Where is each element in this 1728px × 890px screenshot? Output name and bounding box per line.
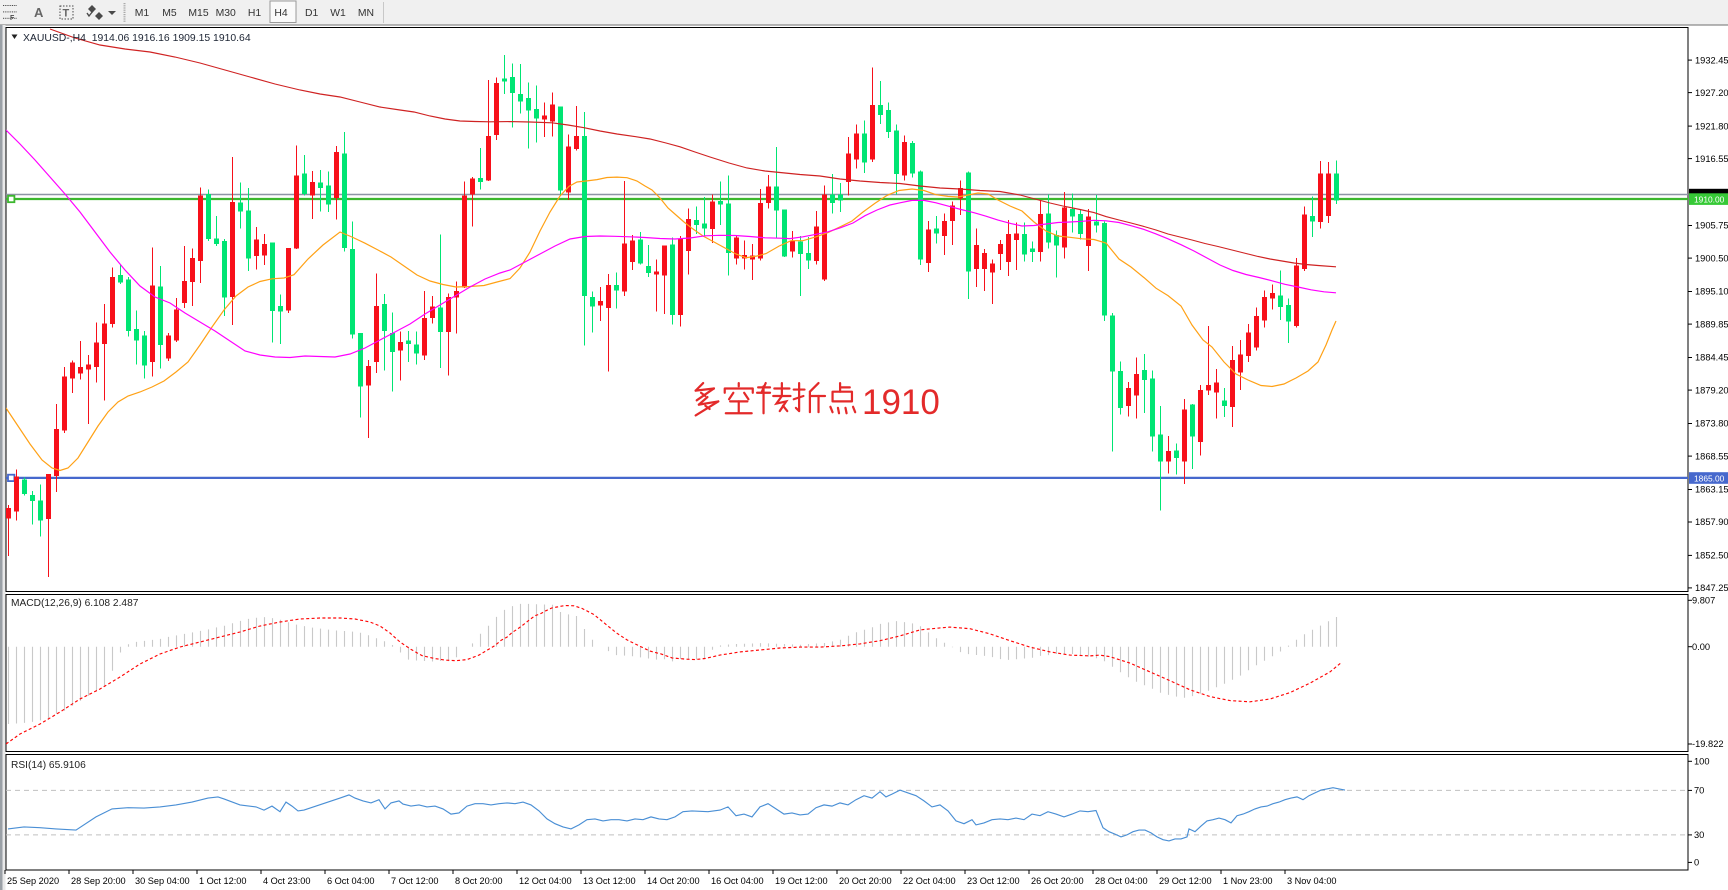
svg-text:1852.50: 1852.50 xyxy=(1695,551,1728,561)
svg-text:14 Oct 20:00: 14 Oct 20:00 xyxy=(647,876,700,886)
svg-text:M5: M5 xyxy=(162,8,177,19)
svg-text:1865.00: 1865.00 xyxy=(1694,474,1725,484)
svg-text:1905.75: 1905.75 xyxy=(1695,221,1728,231)
svg-text:0: 0 xyxy=(1694,858,1699,868)
svg-text:H4: H4 xyxy=(274,8,288,19)
svg-text:25 Sep 2020: 25 Sep 2020 xyxy=(7,876,59,886)
svg-text:F: F xyxy=(10,15,15,22)
svg-text:1921.80: 1921.80 xyxy=(1695,121,1728,131)
svg-text:1 Oct 12:00: 1 Oct 12:00 xyxy=(199,876,247,886)
svg-text:1900.50: 1900.50 xyxy=(1695,253,1728,263)
svg-text:1910: 1910 xyxy=(862,383,940,422)
svg-text:3 Nov 04:00: 3 Nov 04:00 xyxy=(1287,876,1337,886)
svg-text:1868.55: 1868.55 xyxy=(1695,451,1728,461)
svg-text:0.00: 0.00 xyxy=(1692,642,1710,652)
svg-text:MN: MN xyxy=(358,8,374,19)
svg-text:1873.80: 1873.80 xyxy=(1695,419,1728,429)
svg-text:28 Sep 20:00: 28 Sep 20:00 xyxy=(71,876,126,886)
svg-text:30: 30 xyxy=(1694,830,1704,840)
svg-text:1927.20: 1927.20 xyxy=(1695,88,1728,98)
svg-text:4 Oct 23:00: 4 Oct 23:00 xyxy=(263,876,311,886)
svg-text:8 Oct 20:00: 8 Oct 20:00 xyxy=(455,876,503,886)
svg-text:M15: M15 xyxy=(188,8,208,19)
svg-text:30 Sep 04:00: 30 Sep 04:00 xyxy=(135,876,190,886)
svg-text:7 Oct 12:00: 7 Oct 12:00 xyxy=(391,876,439,886)
svg-text:M1: M1 xyxy=(135,8,150,19)
svg-text:1895.10: 1895.10 xyxy=(1695,287,1728,297)
svg-text:29 Oct 12:00: 29 Oct 12:00 xyxy=(1159,876,1212,886)
svg-text:19 Oct 12:00: 19 Oct 12:00 xyxy=(775,876,828,886)
svg-text:1 Nov 23:00: 1 Nov 23:00 xyxy=(1223,876,1273,886)
svg-text:1910.00: 1910.00 xyxy=(1694,195,1725,205)
svg-text:12 Oct 04:00: 12 Oct 04:00 xyxy=(519,876,572,886)
svg-text:28 Oct 04:00: 28 Oct 04:00 xyxy=(1095,876,1148,886)
svg-text:6 Oct 04:00: 6 Oct 04:00 xyxy=(327,876,375,886)
svg-text:26 Oct 20:00: 26 Oct 20:00 xyxy=(1031,876,1084,886)
svg-text:1847.25: 1847.25 xyxy=(1695,583,1728,593)
svg-text:D1: D1 xyxy=(305,8,319,19)
svg-text:RSI(14) 65.9106: RSI(14) 65.9106 xyxy=(11,760,86,771)
svg-text:1932.45: 1932.45 xyxy=(1695,55,1728,65)
svg-text:MACD(12,26,9) 6.108 2.487: MACD(12,26,9) 6.108 2.487 xyxy=(11,598,139,609)
svg-text:22 Oct 04:00: 22 Oct 04:00 xyxy=(903,876,956,886)
svg-text:1884.45: 1884.45 xyxy=(1695,353,1728,363)
svg-text:T: T xyxy=(63,8,70,20)
svg-text:20 Oct 20:00: 20 Oct 20:00 xyxy=(839,876,892,886)
svg-text:1889.85: 1889.85 xyxy=(1695,319,1728,329)
svg-text:13 Oct 12:00: 13 Oct 12:00 xyxy=(583,876,636,886)
svg-text:W1: W1 xyxy=(330,8,346,19)
svg-text:100: 100 xyxy=(1694,757,1710,767)
svg-text:XAUUSD-,H4 1914.06 1916.16 19: XAUUSD-,H4 1914.06 1916.16 1909.15 1910.… xyxy=(23,33,251,44)
svg-text:H1: H1 xyxy=(248,8,262,19)
svg-text:1916.55: 1916.55 xyxy=(1695,154,1728,164)
svg-text:1857.90: 1857.90 xyxy=(1695,517,1728,527)
svg-text:-19.822: -19.822 xyxy=(1692,739,1724,749)
svg-text:16 Oct 04:00: 16 Oct 04:00 xyxy=(711,876,764,886)
svg-text:9.807: 9.807 xyxy=(1692,596,1715,606)
svg-text:A: A xyxy=(34,5,44,20)
svg-text:23 Oct 12:00: 23 Oct 12:00 xyxy=(967,876,1020,886)
svg-text:1879.20: 1879.20 xyxy=(1695,385,1728,395)
svg-text:1863.15: 1863.15 xyxy=(1695,485,1728,495)
svg-text:70: 70 xyxy=(1694,786,1704,796)
svg-text:M30: M30 xyxy=(216,8,236,19)
